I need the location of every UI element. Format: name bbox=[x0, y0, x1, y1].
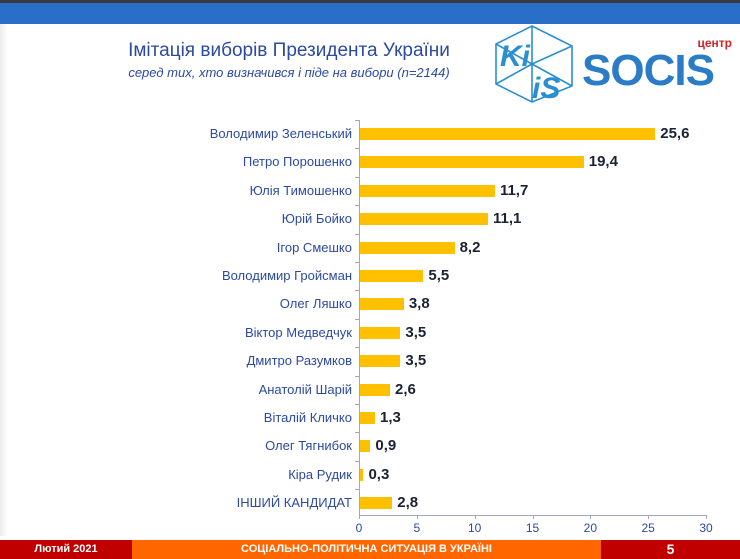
x-tick-label: 10 bbox=[467, 521, 482, 535]
value-label: 11,7 bbox=[499, 181, 529, 199]
x-tick-label: 20 bbox=[583, 521, 597, 535]
bar bbox=[360, 383, 390, 396]
y-axis bbox=[359, 120, 360, 515]
y-tick bbox=[355, 120, 359, 121]
y-tick bbox=[355, 262, 359, 263]
slide-subtitle: серед тих, хто визначився і піде на вибо… bbox=[128, 65, 450, 80]
x-tick-label: 5 bbox=[413, 521, 421, 535]
bar bbox=[360, 355, 401, 368]
svg-text:iS: iS bbox=[532, 72, 560, 104]
footer-date: Лютий 2021 bbox=[0, 540, 132, 559]
value-label: 8,2 bbox=[459, 238, 481, 256]
bar bbox=[360, 298, 404, 311]
value-label: 0,9 bbox=[375, 437, 397, 455]
window-top-edge bbox=[0, 0, 740, 3]
x-tick bbox=[706, 515, 707, 519]
socis-wordmark: SOCIS bbox=[582, 46, 715, 95]
category-label: Віталій Кличко bbox=[263, 410, 352, 425]
category-label: Володимир Зеленський bbox=[209, 126, 352, 141]
bar bbox=[360, 156, 584, 169]
bar bbox=[360, 241, 455, 254]
value-label: 25,6 bbox=[660, 125, 690, 142]
category-label: ІНШИЙ КАНДИДАТ bbox=[236, 495, 352, 511]
y-tick bbox=[355, 205, 359, 207]
bar bbox=[360, 128, 656, 140]
y-tick bbox=[355, 148, 359, 150]
value-label: 3,8 bbox=[408, 295, 430, 313]
footer-page-number: 5 bbox=[601, 540, 740, 559]
slide-title: Імітація виборів Президента України bbox=[128, 40, 450, 61]
x-tick bbox=[532, 515, 534, 519]
value-label: 3,5 bbox=[405, 352, 427, 370]
x-tick-label: 25 bbox=[641, 521, 655, 535]
y-tick bbox=[355, 347, 359, 349]
y-tick bbox=[355, 375, 359, 377]
socis-logo: центр SOCIS bbox=[582, 36, 738, 96]
x-tick-label: 15 bbox=[525, 521, 540, 535]
x-tick bbox=[359, 515, 360, 519]
bar-chart: Володимир Зеленський 25,6 Петро Порошенко 1… bbox=[209, 120, 713, 535]
category-label: Олег Ляшко bbox=[279, 296, 352, 312]
category-label: Ігор Смешко bbox=[276, 239, 352, 255]
y-tick bbox=[355, 318, 359, 320]
category-label: Юрій Бойко bbox=[281, 211, 352, 227]
y-tick bbox=[355, 404, 359, 405]
category-label: Володимир Гройсман bbox=[221, 268, 352, 283]
y-tick bbox=[355, 460, 359, 462]
footer-section-title: СОЦІАЛЬНО-ПОЛІТИЧНА СИТУАЦІЯ В УКРАЇНІ bbox=[132, 540, 601, 559]
category-label: Юлія Тимошенко bbox=[249, 182, 352, 198]
bar bbox=[360, 184, 495, 197]
x-tick bbox=[416, 515, 418, 519]
x-tick bbox=[474, 515, 476, 519]
x-tick-label: 0 bbox=[355, 521, 363, 535]
slide-left-shadow bbox=[0, 24, 8, 536]
y-tick bbox=[355, 432, 359, 434]
value-label: 3,5 bbox=[405, 323, 427, 341]
slide-header-bar bbox=[0, 3, 740, 24]
y-tick bbox=[355, 489, 359, 491]
category-label: Олег Тягнибок bbox=[265, 438, 352, 454]
svg-text:Ki: Ki bbox=[500, 40, 531, 73]
bar bbox=[360, 270, 424, 282]
bar bbox=[360, 497, 393, 510]
bar bbox=[360, 213, 489, 226]
y-tick bbox=[355, 176, 359, 178]
kiis-logo: Ki iS bbox=[492, 24, 576, 105]
value-label: 2,8 bbox=[397, 494, 419, 512]
x-tick bbox=[590, 515, 592, 519]
y-tick bbox=[355, 290, 359, 292]
category-label: Кіра Рудик bbox=[288, 466, 352, 482]
x-tick-label: 30 bbox=[699, 521, 713, 535]
bar bbox=[360, 412, 375, 424]
bar bbox=[360, 468, 364, 481]
value-label: 19,4 bbox=[588, 153, 618, 171]
value-label: 1,3 bbox=[379, 409, 401, 426]
y-tick bbox=[355, 233, 359, 235]
value-label: 0,3 bbox=[368, 465, 390, 483]
category-label: Дмитро Разумков bbox=[246, 353, 352, 369]
slide-footer: Лютий 2021 СОЦІАЛЬНО-ПОЛІТИЧНА СИТУАЦІЯ … bbox=[0, 540, 740, 559]
value-label: 11,1 bbox=[493, 210, 522, 228]
value-label: 2,6 bbox=[394, 380, 416, 398]
x-tick bbox=[648, 515, 650, 519]
kiis-cube-icon: Ki iS bbox=[495, 25, 573, 105]
category-label: Анатолій Шарій bbox=[258, 381, 352, 397]
value-label: 5,5 bbox=[428, 267, 450, 284]
bar bbox=[360, 326, 401, 339]
bar bbox=[360, 440, 371, 453]
category-label: Петро Порошенко bbox=[242, 154, 352, 170]
category-label: Віктор Медведчук bbox=[244, 324, 352, 340]
socis-prefix: центр bbox=[697, 36, 732, 50]
